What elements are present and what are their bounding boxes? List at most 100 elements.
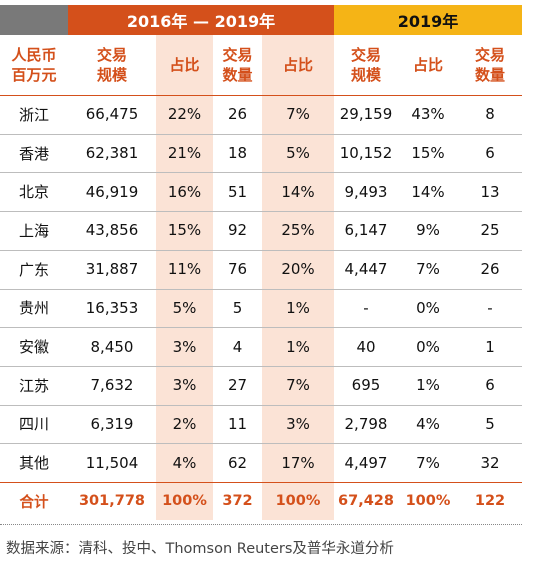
column-header-line: 交易 (222, 46, 253, 64)
table-cell: 18 (227, 144, 248, 163)
table-cell: 51 (227, 182, 248, 201)
table-cell: 25 (480, 221, 500, 240)
table-cell: 76 (227, 260, 248, 279)
table-cell: 4,447 (344, 260, 388, 279)
header-blank (0, 5, 68, 35)
table-cell: 5% (172, 298, 197, 317)
column-header-line: 数量 (474, 66, 505, 84)
table-cell: 1% (286, 298, 310, 317)
column-header: 占比 (156, 35, 213, 95)
table-cell: 26 (480, 260, 500, 279)
total-cell: 100% (275, 493, 321, 509)
total-cell: 372 (222, 493, 253, 509)
table-cell: 4,497 (344, 453, 388, 472)
total-cell: 100% (405, 493, 451, 509)
table-cell: - (487, 298, 493, 317)
table-cell: 1% (416, 376, 440, 395)
column-header: 交易 数量 (458, 35, 522, 95)
row-divider (0, 211, 522, 213)
table-cell: 2% (172, 414, 197, 433)
table-cell: 16% (167, 182, 202, 201)
table-cell: 2,798 (344, 414, 388, 433)
row-divider (0, 288, 522, 290)
table-cell: 11 (227, 414, 248, 433)
table-cell: 8,450 (90, 337, 134, 356)
table-cell: 62 (227, 453, 248, 472)
table-cell: 40 (356, 337, 376, 356)
row-divider (0, 327, 522, 329)
table-cell: 3% (172, 376, 197, 395)
table-cell: 11,504 (85, 453, 139, 472)
table-cell: 6 (485, 144, 495, 163)
table-cell: 5% (286, 144, 310, 163)
share-column-band (262, 35, 334, 520)
table-cell: 695 (351, 376, 381, 395)
table-cell: 10,152 (339, 144, 393, 163)
table-cell: 7% (286, 376, 310, 395)
table-cell: 15% (167, 221, 202, 240)
column-header-line: 占比 (412, 56, 443, 74)
row-region: 贵州 (18, 299, 49, 318)
table-cell: 7% (416, 260, 440, 279)
table-cell: 0% (416, 337, 440, 356)
table-cell: 22% (167, 105, 202, 124)
table-cell: 25% (281, 221, 315, 240)
row-region: 江苏 (18, 376, 49, 395)
source-divider (0, 524, 522, 525)
table-cell: 4 (232, 337, 243, 356)
table-cell: 1 (485, 337, 495, 356)
total-label: 合计 (19, 494, 49, 511)
row-divider (0, 365, 522, 367)
row-region: 安徽 (18, 338, 49, 357)
table-cell: 31,887 (85, 260, 139, 279)
table-cell: 13 (480, 182, 500, 201)
table-cell: 16,353 (85, 298, 139, 317)
column-header-line: 规模 (96, 66, 127, 84)
table-cell: 7% (416, 453, 440, 472)
total-cell: 301,778 (78, 493, 146, 509)
column-header-line: 交易 (96, 46, 127, 64)
table-cell: 66,475 (85, 105, 139, 124)
period-header-2019: 2019年 (334, 5, 522, 35)
column-header-line: 交易 (350, 46, 381, 64)
column-header: 交易 规模 (68, 35, 156, 95)
column-header: 交易 规模 (334, 35, 398, 95)
column-header-line: 百万元 (11, 66, 57, 84)
row-region: 四川 (18, 415, 49, 434)
column-header-line: 规模 (350, 66, 381, 84)
table-cell: 4% (172, 453, 197, 472)
table-cell: 8 (485, 105, 495, 124)
table-cell: 62,381 (85, 144, 139, 163)
investment-table: 2016年 — 2019年 2019年 人民币 百万元 交易 规模 占比 交易 数量 占比 交易 规模… (0, 5, 522, 520)
column-header-line: 交易 (474, 46, 505, 64)
table-cell: 15% (411, 144, 445, 163)
table-cell: 20% (281, 260, 315, 279)
row-divider (0, 443, 522, 445)
column-header-line: 占比 (282, 56, 313, 74)
table-cell: 6,147 (344, 221, 388, 240)
row-region: 浙江 (18, 105, 49, 124)
row-region: 香港 (18, 144, 49, 163)
table-cell: 3% (286, 414, 310, 433)
table-cell: 17% (281, 453, 315, 472)
share-column-band (156, 35, 213, 520)
row-divider (0, 133, 522, 135)
row-divider (0, 404, 522, 406)
table-cell: - (363, 298, 369, 317)
row-divider (0, 249, 522, 251)
row-region: 北京 (18, 183, 49, 202)
table-cell: 6,319 (90, 414, 134, 433)
table-cell: 1% (286, 337, 310, 356)
table-cell: 43,856 (85, 221, 139, 240)
table-cell: 0% (416, 298, 440, 317)
table-cell: 21% (167, 144, 202, 163)
row-region: 广东 (18, 260, 49, 279)
table-cell: 46,919 (85, 182, 139, 201)
row-divider (0, 172, 522, 174)
column-header: 占比 (262, 35, 334, 95)
table-cell: 9% (416, 221, 440, 240)
row-region: 其他 (18, 454, 49, 473)
column-header: 人民币 百万元 (0, 35, 68, 95)
table-cell: 27 (227, 376, 248, 395)
table-cell: 11% (167, 260, 202, 279)
